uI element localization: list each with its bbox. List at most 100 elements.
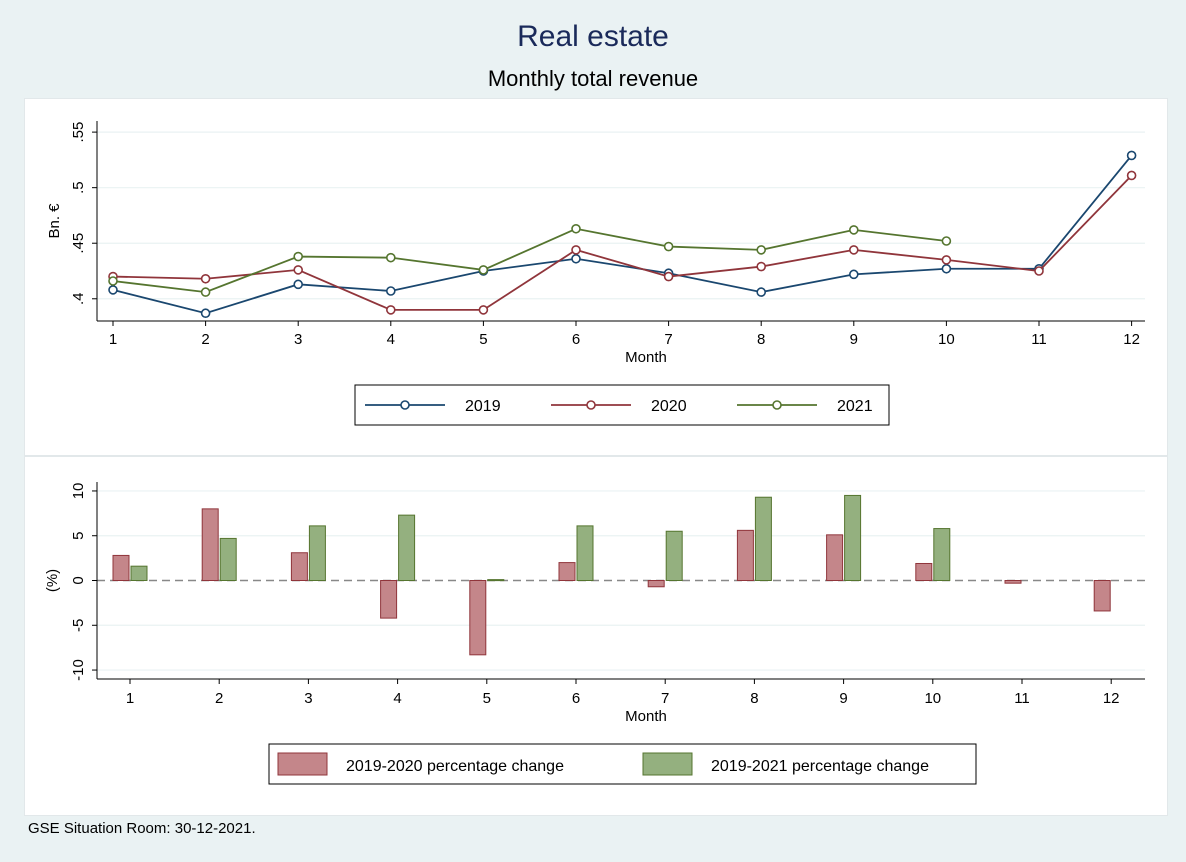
bar-x-axis-title: Month (625, 708, 667, 725)
data-point-2019 (941, 263, 952, 274)
bar-x-tick-label: 8 (750, 690, 758, 707)
series-line-2020 (112, 174, 1133, 311)
bar-2020-month-8 (736, 529, 754, 582)
data-point-2021 (571, 223, 581, 234)
line-x-tick-label: 8 (757, 331, 765, 348)
data-point-2021 (941, 236, 952, 246)
data-point-2019 (848, 269, 859, 280)
data-point-2020 (293, 265, 304, 275)
line-y-axis-title: Bn. € (46, 203, 63, 239)
legend-label-2021: 2021 (837, 398, 873, 415)
legend-bar-swatch-1 (277, 752, 328, 776)
bar-2021-month-6 (576, 525, 594, 581)
bar-x-tick-label: 11 (1014, 690, 1030, 707)
data-point-2021 (200, 287, 211, 297)
data-point-2021 (478, 265, 489, 275)
data-point-2020 (571, 245, 581, 255)
bar-2021-month-5 (487, 579, 505, 582)
legend-bar-swatch-2 (642, 752, 693, 776)
data-point-2020 (478, 305, 489, 315)
data-point-2019 (571, 253, 581, 264)
bar-2020-month-10 (915, 562, 933, 581)
bar-x-tick-label: 6 (572, 690, 580, 707)
data-point-2021 (848, 225, 859, 235)
legend-bar-label-2: 2019-2021 percentage change (711, 758, 929, 775)
line-x-tick-label: 7 (664, 331, 672, 348)
data-point-2020 (385, 305, 396, 315)
data-point-2019 (293, 279, 304, 290)
data-point-2020 (200, 273, 211, 284)
data-point-2019 (200, 308, 211, 319)
data-point-2021 (756, 245, 767, 255)
data-point-2021 (108, 276, 118, 286)
bar-2020-month-6 (558, 562, 576, 582)
data-point-2021 (663, 241, 674, 252)
bar-x-tick-label: 3 (304, 690, 312, 707)
line-x-axis-title: Month (625, 349, 667, 366)
data-point-2019 (1126, 150, 1137, 161)
bar-y-tick-label: -10 (70, 659, 87, 681)
series-line-2019 (112, 154, 1133, 315)
bar-2021-month-2 (219, 537, 237, 581)
bar-y-tick-label: 10 (70, 483, 87, 500)
legend-label-2020: 2020 (651, 398, 687, 415)
legend-marker-2019 (400, 400, 410, 410)
bar-2021-month-1 (130, 565, 148, 582)
bar-2021-month-3 (308, 525, 326, 581)
bar-2020-month-5 (469, 580, 487, 656)
data-point-2021 (385, 252, 396, 263)
bar-2020-month-4 (380, 580, 398, 619)
line-x-tick-label: 12 (1123, 331, 1140, 348)
bar-2021-month-4 (398, 514, 416, 581)
data-point-2020 (1126, 170, 1137, 181)
line-y-tick-label: .4 (70, 293, 87, 306)
line-x-tick-label: 10 (938, 331, 955, 348)
bar-2021-month-7 (665, 530, 683, 581)
bar-2021-month-9 (844, 494, 862, 582)
legend-label-2019: 2019 (465, 398, 501, 415)
data-point-2021 (293, 251, 304, 262)
line-x-tick-label: 2 (201, 331, 209, 348)
bar-x-tick-label: 2 (215, 690, 223, 707)
chart-subtitle: Monthly total revenue (487, 66, 699, 91)
bar-y-tick-label: 5 (70, 532, 87, 540)
bar-2020-month-7 (647, 580, 665, 588)
data-point-2020 (663, 271, 674, 282)
line-x-tick-label: 3 (294, 331, 302, 348)
source-note: GSE Situation Room: 30-12-2021. (28, 820, 256, 837)
line-x-tick-label: 4 (387, 331, 395, 348)
data-point-2019 (108, 285, 118, 295)
bar-2020-month-2 (201, 508, 219, 582)
bar-2020-month-9 (826, 534, 844, 581)
bar-y-tick-label: 0 (70, 576, 87, 584)
bar-2021-month-10 (933, 528, 951, 581)
data-point-2020 (756, 261, 767, 272)
plot-panel: .4.45.5.55 1 2 3 4 5 6 7 8 9 10 11 12 Month Bn. €2019 2… (24, 98, 1168, 816)
bar-x-tick-label: 1 (126, 690, 134, 707)
line-y-tick-label: .55 (70, 122, 87, 143)
legend-marker-2020 (586, 400, 596, 410)
line-x-tick-label: 6 (572, 331, 580, 348)
data-point-2020 (848, 245, 859, 255)
bar-2020-month-11 (1004, 580, 1022, 584)
bar-x-tick-label: 7 (661, 690, 669, 707)
bar-x-tick-label: 9 (839, 690, 847, 707)
legend-marker-2021 (772, 400, 782, 410)
line-x-tick-label: 9 (850, 331, 858, 348)
bar-2021-month-8 (754, 496, 772, 581)
bar-x-tick-label: 12 (1103, 690, 1120, 707)
series-line-2021 (112, 227, 947, 294)
bar-x-tick-label: 5 (483, 690, 491, 707)
bar-legend-box (268, 743, 977, 785)
bar-2020-month-1 (112, 554, 130, 582)
bar-y-tick-label: -5 (70, 619, 87, 632)
legend-bar-label-1: 2019-2020 percentage change (346, 758, 564, 775)
bar-y-axis-title: (%) (44, 569, 61, 592)
data-point-2020 (941, 255, 952, 265)
line-x-tick-label: 5 (479, 331, 487, 348)
chart-title: Real estate (517, 20, 669, 53)
line-x-tick-label: 11 (1031, 331, 1047, 348)
bar-x-tick-label: 10 (924, 690, 941, 707)
